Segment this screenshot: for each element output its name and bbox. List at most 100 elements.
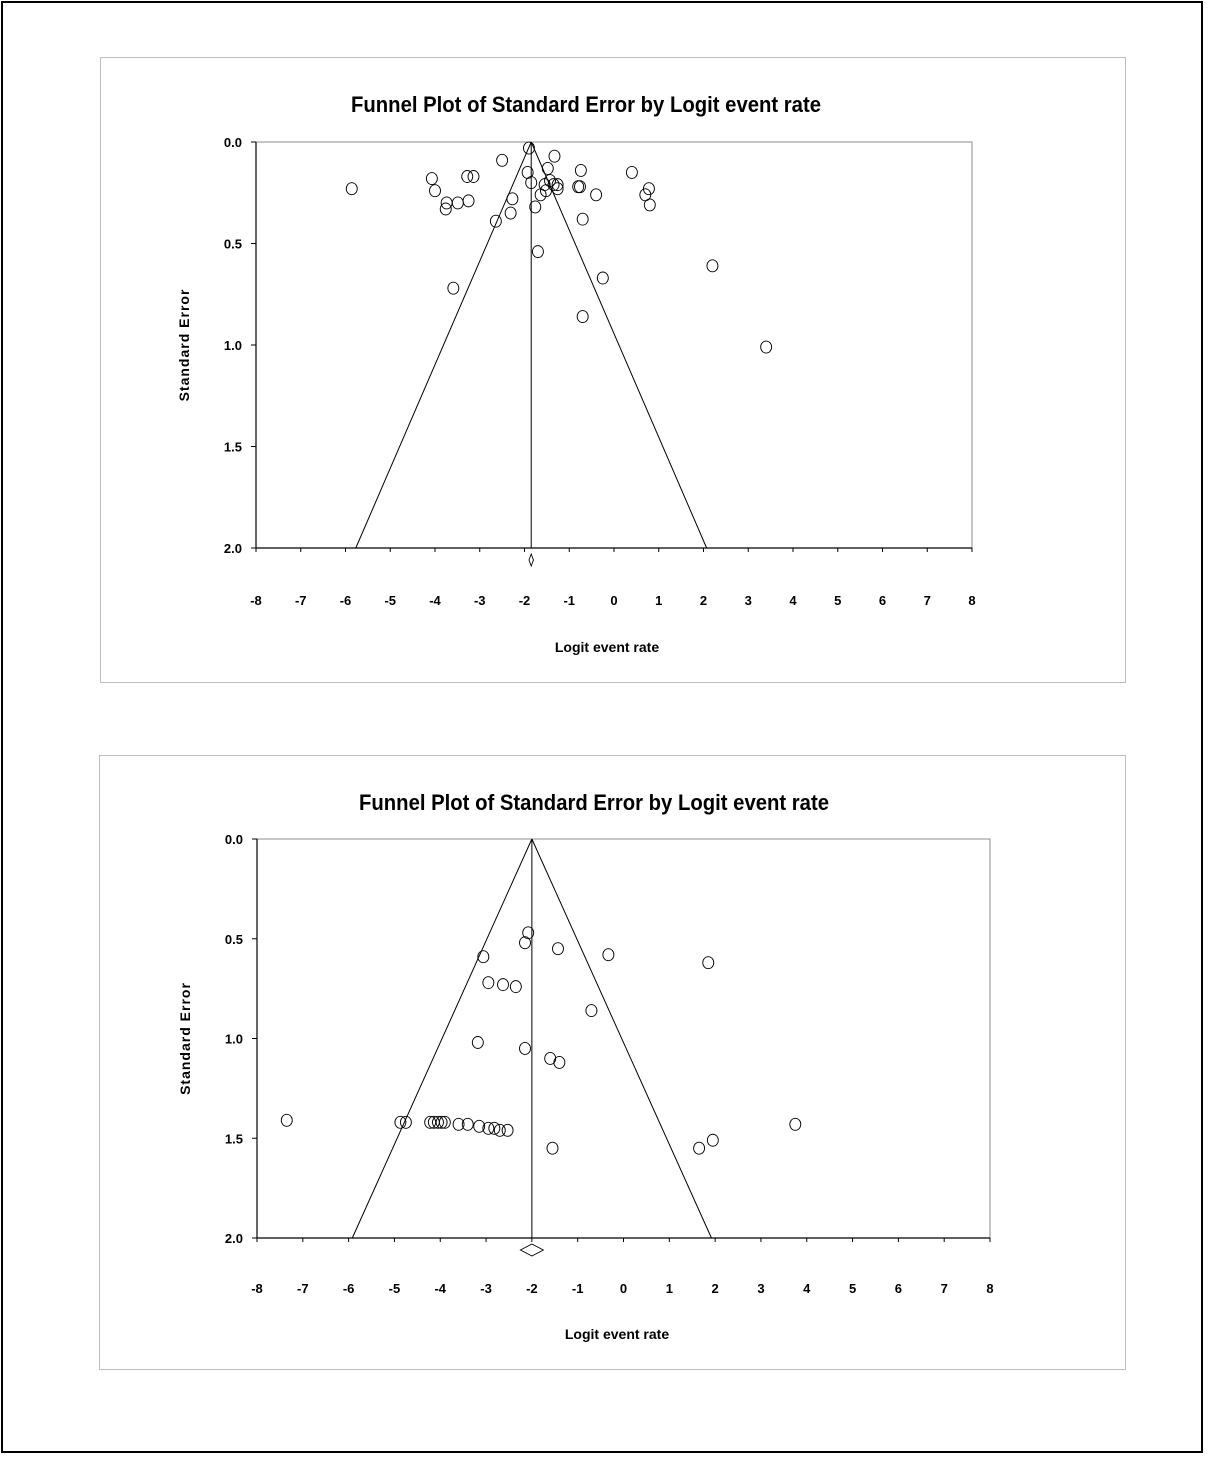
funnel-plot-panel-top: Funnel Plot of Standard Error by Logit e… <box>100 57 1126 683</box>
study-point <box>461 1117 474 1131</box>
study-point <box>760 340 773 354</box>
study-point <box>706 259 719 273</box>
x-tick-label: -3 <box>474 593 486 608</box>
funnel-plot-bottom: Funnel Plot of Standard Error by Logit e… <box>177 790 994 1342</box>
x-tick-label: -3 <box>480 1281 492 1296</box>
x-axis-label: Logit event rate <box>555 639 659 655</box>
x-tick-label: 0 <box>620 1281 627 1296</box>
study-point <box>506 192 519 206</box>
funnel-plot-panel-bottom: Funnel Plot of Standard Error by Logit e… <box>99 755 1126 1370</box>
study-point <box>425 172 438 185</box>
study-point <box>519 936 531 950</box>
study-point <box>496 153 509 167</box>
y-tick-label: 1.5 <box>224 440 242 455</box>
x-tick-label: 5 <box>849 1281 856 1296</box>
funnel-left-line <box>351 838 533 1239</box>
x-tick-label: 7 <box>941 1281 948 1296</box>
study-point <box>525 176 538 190</box>
study-point <box>439 202 452 216</box>
study-point <box>541 161 554 175</box>
x-tick-label: 8 <box>968 593 975 608</box>
y-tick-label: 1.0 <box>225 1032 243 1047</box>
study-point <box>452 1117 465 1131</box>
x-tick-label: 0 <box>610 593 617 608</box>
x-tick-label: 1 <box>655 593 662 608</box>
study-point <box>509 980 522 994</box>
study-point <box>471 1036 484 1049</box>
x-tick-label: 6 <box>895 1281 902 1296</box>
study-point <box>501 1123 514 1137</box>
study-point <box>546 1141 559 1155</box>
y-tick-label: 0.5 <box>225 932 243 947</box>
study-point <box>435 1115 448 1129</box>
y-axis-label: Standard Error <box>176 289 192 402</box>
study-point <box>394 1115 407 1129</box>
study-point <box>504 206 517 220</box>
summary-diamond <box>519 1243 545 1257</box>
study-point <box>519 1042 531 1055</box>
study-point <box>596 271 609 285</box>
summary-diamond <box>528 552 534 568</box>
x-tick-label: -6 <box>343 1281 355 1296</box>
study-point <box>547 178 560 192</box>
x-tick-label: -2 <box>519 593 531 608</box>
x-tick-label: 3 <box>745 593 752 608</box>
plot-area <box>256 838 991 1239</box>
x-tick-label: 5 <box>834 593 841 608</box>
study-point <box>548 149 561 163</box>
x-axis-label: Logit event rate <box>565 1326 669 1342</box>
x-tick-label: -8 <box>250 593 262 608</box>
study-point <box>702 956 715 970</box>
x-tick-label: 6 <box>879 593 886 608</box>
study-point <box>429 184 441 198</box>
study-point <box>482 1121 495 1135</box>
funnel-left-line <box>355 141 532 549</box>
x-tick-label: -1 <box>572 1281 584 1296</box>
x-tick-label: 2 <box>700 593 707 608</box>
study-point <box>590 188 603 202</box>
study-point <box>576 310 589 324</box>
funnel-right-line <box>530 141 708 549</box>
study-point <box>451 196 464 210</box>
x-tick-label: -7 <box>297 1281 309 1296</box>
study-point <box>438 1115 451 1129</box>
x-tick-label: -8 <box>251 1281 263 1296</box>
study-point <box>523 141 535 155</box>
study-point <box>424 1115 437 1129</box>
x-tick-label: -2 <box>526 1281 538 1296</box>
x-tick-label: 4 <box>789 593 797 608</box>
x-tick-label: 8 <box>986 1281 993 1296</box>
study-point <box>553 1055 566 1069</box>
study-point <box>493 1123 506 1137</box>
x-tick-label: 7 <box>924 593 931 608</box>
study-point <box>488 1121 501 1135</box>
study-point <box>482 976 495 990</box>
study-point <box>585 1004 598 1018</box>
study-point <box>432 1115 444 1129</box>
y-tick-label: 0.5 <box>224 237 242 252</box>
funnel-plot-top: Funnel Plot of Standard Error by Logit e… <box>176 92 976 655</box>
funnel-right-line <box>531 838 712 1239</box>
study-point <box>574 180 586 194</box>
study-point <box>574 163 587 177</box>
x-tick-label: 2 <box>712 1281 719 1296</box>
x-tick-label: 1 <box>666 1281 673 1296</box>
y-tick-label: 2.0 <box>224 541 242 556</box>
study-point <box>789 1117 802 1131</box>
y-axis-label: Standard Error <box>177 982 193 1095</box>
y-tick-label: 0.0 <box>225 832 243 847</box>
study-point <box>467 170 480 183</box>
study-point <box>477 950 490 964</box>
study-point <box>473 1119 486 1133</box>
study-point <box>625 165 638 179</box>
chart-title: Funnel Plot of Standard Error by Logit e… <box>351 92 821 117</box>
x-tick-label: -1 <box>563 593 575 608</box>
study-point <box>693 1141 706 1155</box>
study-point <box>345 182 358 196</box>
study-point <box>643 198 656 212</box>
study-point <box>489 214 502 228</box>
study-point <box>544 174 556 188</box>
x-tick-label: -5 <box>384 593 396 608</box>
x-tick-label: 3 <box>757 1281 764 1296</box>
